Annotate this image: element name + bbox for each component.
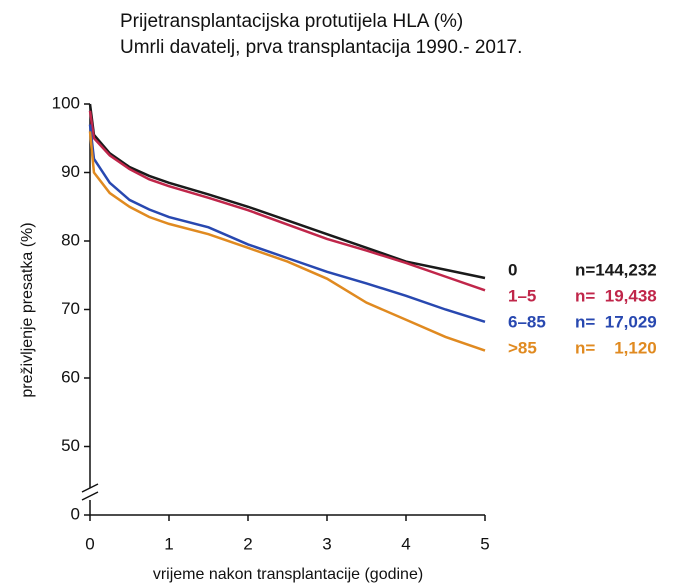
chart-subtitle: Umrli davatelj, prva transplantacija 199… <box>120 37 522 58</box>
y-tick-label: 100 <box>52 93 80 112</box>
chart-title: Prijetransplantacijska protutijela HLA (… <box>120 11 463 32</box>
legend-label: >85 <box>508 338 537 357</box>
x-tick-label: 4 <box>401 534 410 553</box>
survival-line <box>88 103 486 280</box>
y-tick-label: 90 <box>61 162 80 181</box>
survival-line <box>88 110 486 292</box>
y-tick-label: 80 <box>61 230 80 249</box>
legend-count: n= 1,120 <box>575 338 657 357</box>
y-axis-label: preživljenje presatka (%) <box>19 222 36 397</box>
x-tick-label: 2 <box>243 534 252 553</box>
axis-lines <box>89 104 485 516</box>
legend-label: 6–85 <box>508 312 546 331</box>
x-tick-label: 5 <box>480 534 489 553</box>
x-axis-label: vrijeme nakon transplantacije (godine) <box>153 566 423 583</box>
axis-break <box>81 483 99 501</box>
x-tick-label: 1 <box>164 534 173 553</box>
legend-label: 0 <box>508 260 517 279</box>
survival-line <box>88 131 486 352</box>
y-tick-label: 60 <box>61 367 80 386</box>
y-tick-label: 70 <box>61 299 80 318</box>
survival-line <box>88 124 486 324</box>
x-tick-label: 3 <box>322 534 331 553</box>
legend-label: 1–5 <box>508 286 536 305</box>
legend-count: n= 19,438 <box>575 286 657 305</box>
x-tick-label: 0 <box>85 534 94 553</box>
y-tick-label: 50 <box>61 436 80 455</box>
legend-count: n=144,232 <box>575 260 657 279</box>
legend-count: n= 17,029 <box>575 312 657 331</box>
y-tick-label: 0 <box>71 504 80 523</box>
